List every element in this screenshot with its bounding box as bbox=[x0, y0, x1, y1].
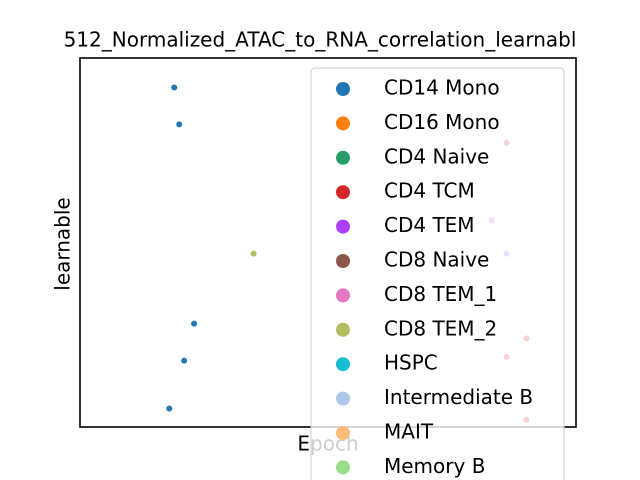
legend-label: Intermediate B bbox=[384, 385, 533, 409]
point bbox=[166, 405, 173, 412]
legend-label: CD16 Mono bbox=[384, 110, 500, 134]
point bbox=[181, 357, 188, 364]
legend-label: CD8 TEM_1 bbox=[384, 282, 497, 306]
legend-box bbox=[310, 67, 565, 480]
legend-label: CD4 TCM bbox=[384, 179, 475, 203]
legend-marker bbox=[336, 288, 350, 303]
legend-marker bbox=[336, 185, 350, 200]
legend-marker bbox=[336, 150, 350, 165]
legend-label: CD8 Naive bbox=[384, 248, 489, 272]
legend-marker bbox=[336, 254, 350, 268]
legend-marker bbox=[336, 82, 350, 96]
legend-label: HSPC bbox=[384, 351, 438, 375]
chart-title: 512_Normalized_ATAC_to_RNA_correlation_l… bbox=[64, 28, 577, 52]
legend-label: CD4 Naive bbox=[384, 144, 489, 168]
point bbox=[250, 250, 257, 257]
point bbox=[171, 84, 178, 91]
legend-label: MAIT bbox=[384, 420, 434, 444]
legend-marker bbox=[336, 116, 350, 131]
legend-label: CD8 TEM_2 bbox=[384, 316, 497, 340]
legend-marker bbox=[336, 426, 350, 440]
point bbox=[176, 121, 183, 128]
legend-marker bbox=[336, 357, 350, 372]
legend-marker bbox=[336, 219, 350, 234]
legend-marker bbox=[336, 322, 350, 337]
legend-label: CD4 TEM bbox=[384, 213, 475, 237]
y-axis-label: learnable bbox=[51, 197, 75, 290]
point bbox=[191, 320, 198, 327]
legend-marker bbox=[336, 460, 350, 475]
legend-label: Memory B bbox=[384, 454, 485, 478]
legend-label: CD14 Mono bbox=[384, 76, 500, 100]
legend-marker bbox=[336, 391, 350, 406]
